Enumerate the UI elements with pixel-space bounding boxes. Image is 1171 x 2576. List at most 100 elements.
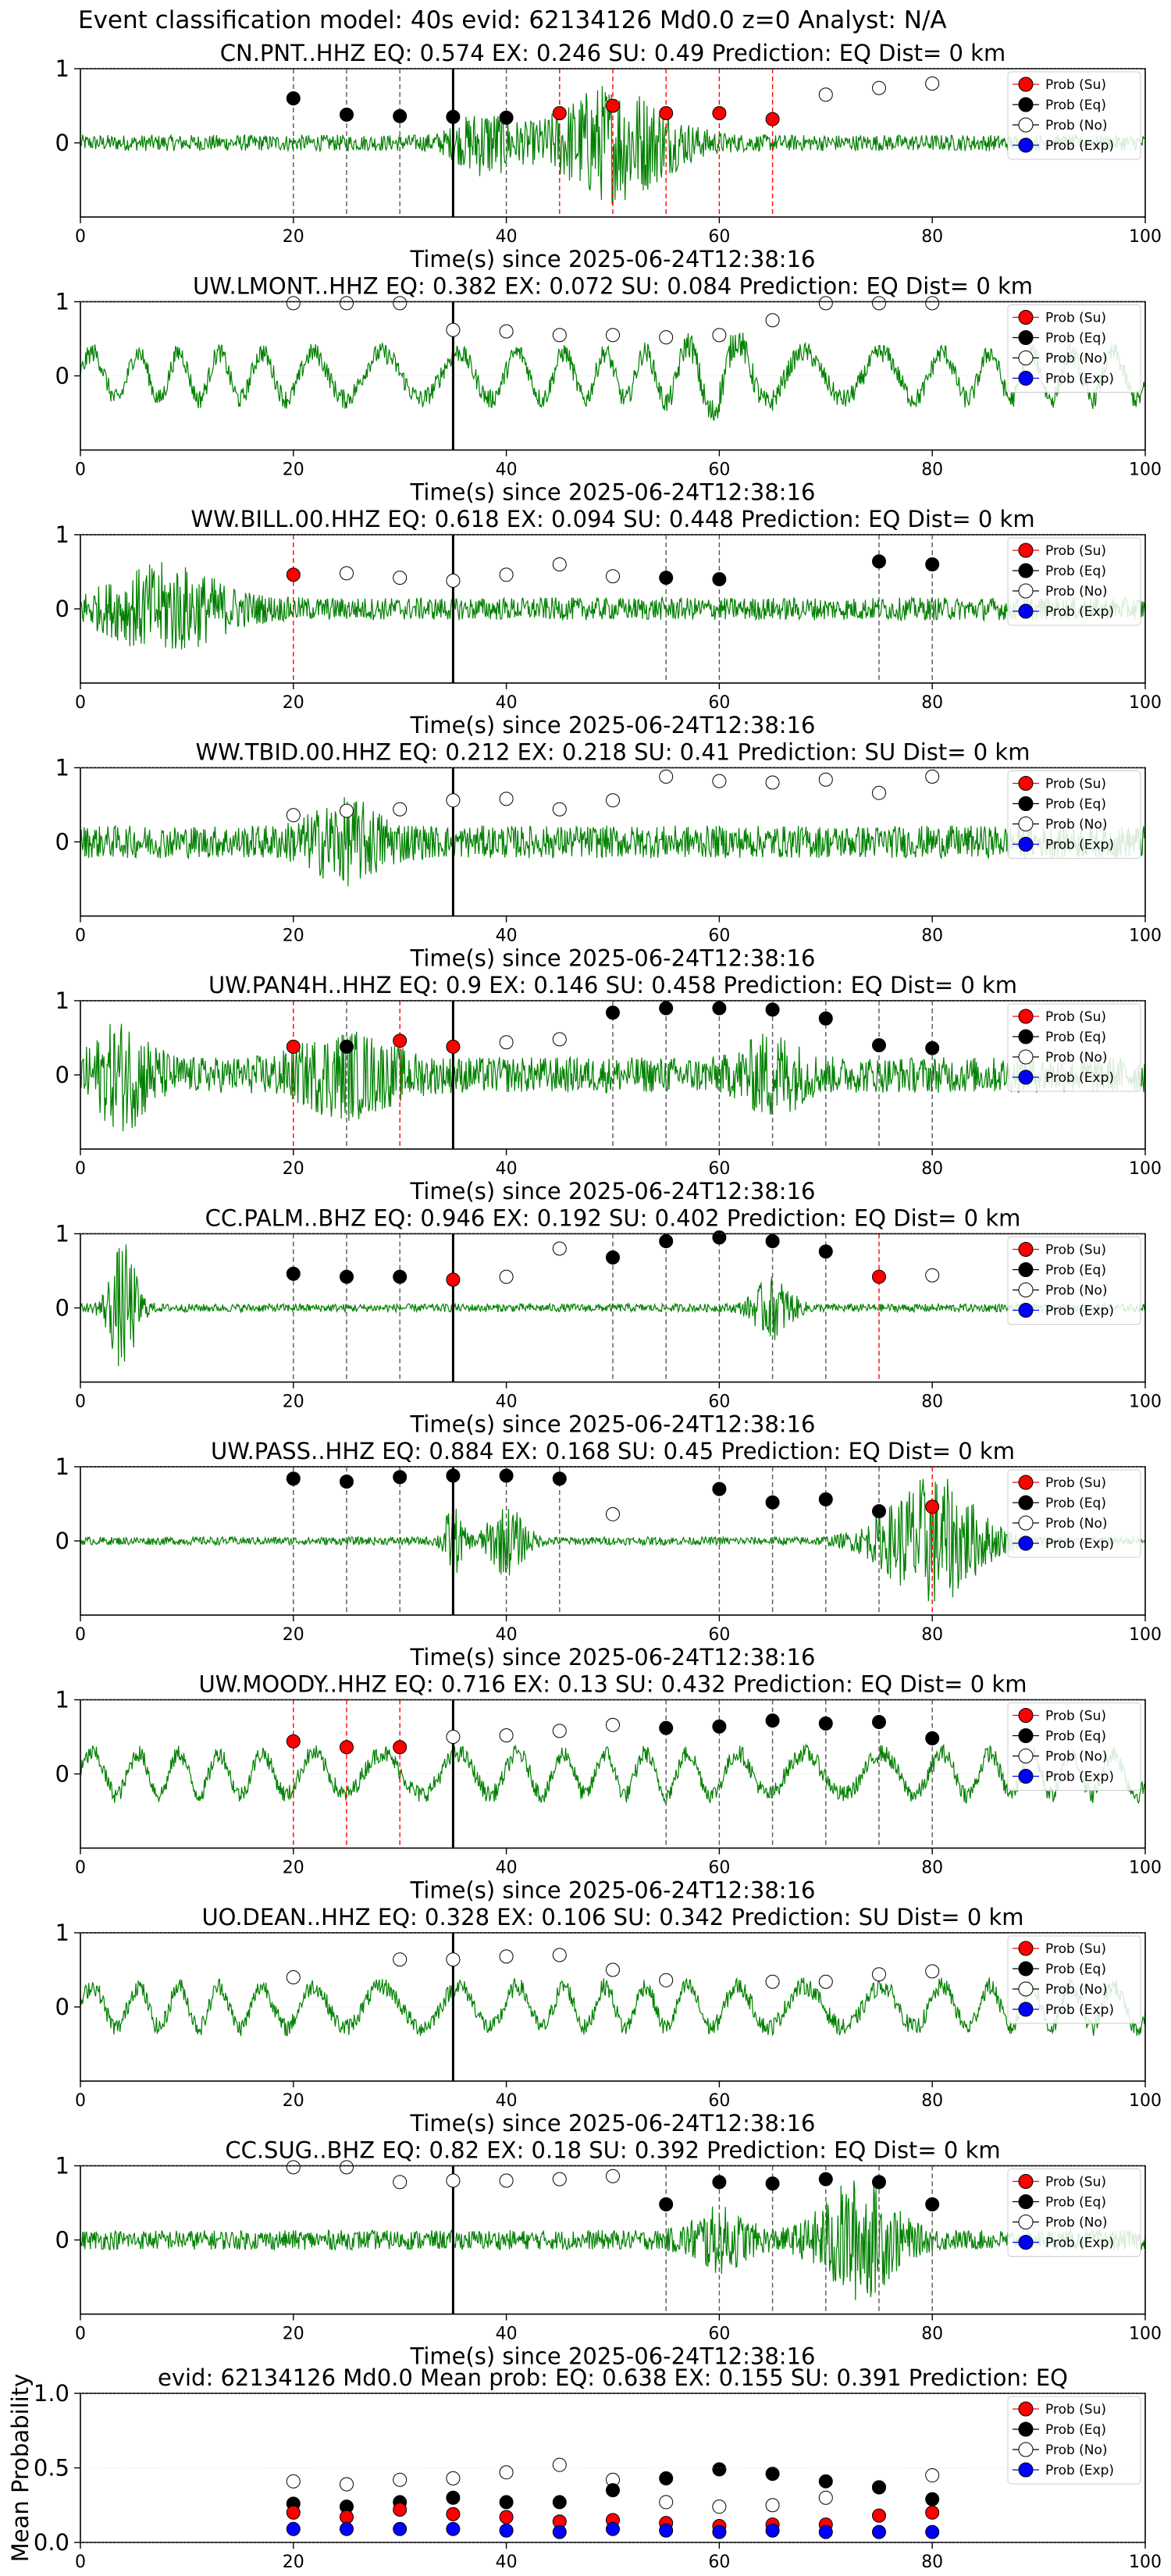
prob-no-point: [765, 313, 780, 328]
legend-entry: Prob (No): [1045, 817, 1108, 833]
prob-su-point: [446, 1039, 461, 1054]
prob-no-point: [499, 2465, 514, 2480]
prob-su-point: [286, 1039, 301, 1054]
legend-marker: [1018, 97, 1034, 112]
prob-no-point: [925, 769, 940, 784]
legend-marker: [1018, 371, 1034, 386]
y-tick-label: 1: [55, 1453, 69, 1480]
prob-eq-point: [393, 1269, 408, 1284]
legend-marker: [1018, 2174, 1034, 2189]
prob-su-point: [872, 1269, 886, 1284]
x-tick-label: 60: [708, 927, 730, 946]
prob-eq-point: [925, 1041, 940, 1055]
prob-su-point: [286, 1734, 301, 1749]
y-axis-label: Mean Probability: [7, 2374, 34, 2563]
legend-entry: Prob (Eq): [1045, 2422, 1106, 2438]
x-axis-label: Time(s) since 2025-06-24T12:38:16: [410, 2110, 816, 2137]
legend-box: [1007, 304, 1141, 393]
prob-no-point: [446, 1730, 461, 1744]
prob-eq-point: [552, 2495, 567, 2510]
legend-marker: [1018, 1475, 1034, 1490]
prob-eq-point: [818, 1244, 833, 1259]
legend-marker: [1018, 2462, 1034, 2478]
legend-marker: [1018, 563, 1034, 578]
prob-exp-point: [499, 2523, 514, 2538]
prob-no-point: [659, 1973, 674, 1987]
prob-su-point: [925, 1500, 940, 1514]
prob-exp-point: [659, 2523, 674, 2538]
prob-no-point: [818, 87, 833, 102]
panel-title: WW.TBID.00.HHZ EQ: 0.212 EX: 0.218 SU: 0…: [196, 739, 1030, 766]
prob-exp-point: [925, 2524, 940, 2539]
x-tick-label: 100: [1129, 1859, 1162, 1878]
waveform-trace: [80, 2180, 1146, 2300]
legend-entry: Prob (Exp): [1045, 1304, 1114, 1319]
legend-entry: Prob (Su): [1045, 77, 1106, 93]
prob-no-point: [393, 2175, 408, 2190]
legend-entry: Prob (Exp): [1045, 1070, 1114, 1086]
prob-no-point: [552, 1241, 567, 1256]
legend-entry: Prob (No): [1045, 1982, 1108, 1998]
y-tick-label: 0: [55, 1761, 69, 1788]
prob-no-point: [340, 566, 354, 581]
x-tick-label: 20: [283, 2091, 304, 2111]
prob-eq-point: [872, 1715, 886, 1729]
prob-eq-point: [659, 1234, 674, 1248]
legend-marker: [1018, 817, 1034, 831]
y-tick-label: 0: [55, 363, 69, 390]
x-tick-label: 100: [1129, 2553, 1162, 2572]
prob-su-point: [393, 1740, 408, 1755]
prob-exp-point: [872, 2524, 886, 2539]
x-tick-label: 80: [921, 461, 943, 480]
prob-no-point: [340, 2160, 354, 2175]
prob-eq-point: [552, 1471, 567, 1486]
legend-entry: Prob (No): [1045, 1516, 1108, 1532]
legend-box: [1007, 1003, 1141, 1092]
prob-eq-point: [765, 1713, 780, 1728]
x-tick-label: 40: [496, 1859, 518, 1878]
legend-marker: [1018, 776, 1034, 791]
x-tick-label: 20: [283, 693, 304, 713]
y-tick-label: 0: [55, 1994, 69, 2020]
legend-entry: Prob (Exp): [1045, 2463, 1114, 2478]
prob-no-point: [446, 322, 461, 337]
y-tick-label: 1: [55, 55, 69, 82]
prob-eq-point: [499, 1468, 514, 1483]
prob-no-point: [499, 324, 514, 339]
prob-no-point: [552, 557, 567, 571]
x-axis-label: Time(s) since 2025-06-24T12:38:16: [410, 1877, 816, 1904]
prob-exp-point: [393, 2521, 408, 2536]
legend-marker: [1018, 310, 1034, 325]
x-axis-label: Time(s) since 2025-06-24T12:38:16: [410, 246, 816, 272]
station-panel: WW.BILL.00.HHZ EQ: 0.618 EX: 0.094 SU: 0…: [80, 506, 1146, 738]
prob-eq-point: [872, 2480, 886, 2495]
y-tick-label: 1: [55, 289, 69, 315]
x-tick-label: 20: [283, 927, 304, 946]
prob-no-point: [872, 1967, 886, 1982]
legend-marker: [1018, 2215, 1034, 2229]
prob-su-point: [446, 1272, 461, 1287]
x-tick-label: 80: [921, 693, 943, 713]
legend-entry: Prob (No): [1045, 2215, 1108, 2231]
prob-exp-point: [818, 2524, 833, 2539]
prob-eq-point: [659, 1001, 674, 1016]
x-tick-label: 20: [283, 2325, 304, 2344]
x-tick-label: 60: [708, 2553, 730, 2572]
x-tick-label: 20: [283, 1393, 304, 1412]
prob-no-point: [659, 2495, 674, 2510]
legend-entry: Prob (Su): [1045, 1709, 1106, 1724]
legend-entry: Prob (Eq): [1045, 2195, 1106, 2211]
legend-box: [1007, 1469, 1141, 1558]
prob-no-point: [552, 2172, 567, 2186]
x-tick-label: 80: [921, 2091, 943, 2111]
prob-no-point: [446, 573, 461, 588]
legend-marker: [1018, 1981, 1034, 1997]
y-tick-label: 1: [55, 2153, 69, 2179]
prob-no-point: [659, 330, 674, 345]
x-tick-label: 100: [1129, 461, 1162, 480]
prob-no-point: [499, 1949, 514, 1964]
x-tick-label: 40: [496, 461, 518, 480]
prob-exp-point: [340, 2521, 354, 2536]
prob-no-point: [393, 802, 408, 817]
legend-entry: Prob (Su): [1045, 543, 1106, 559]
